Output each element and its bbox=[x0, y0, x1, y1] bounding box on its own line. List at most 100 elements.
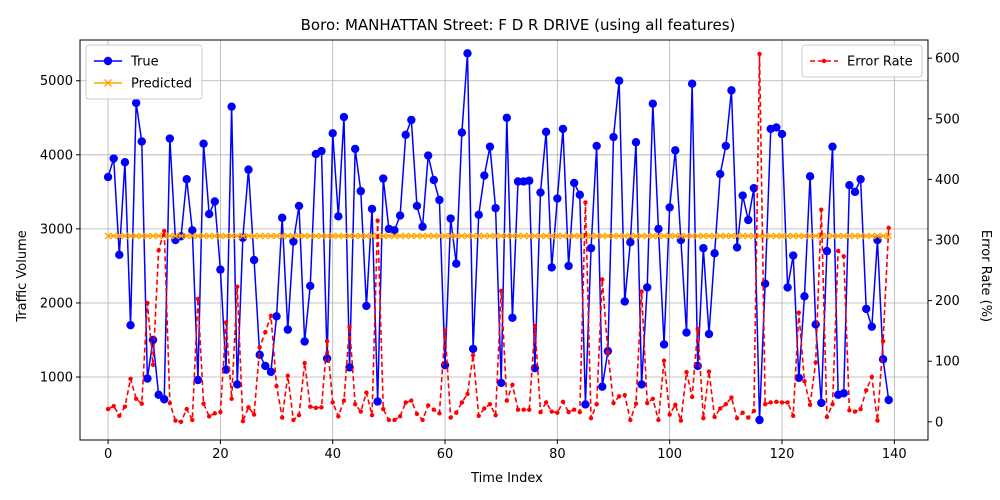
data-point bbox=[138, 232, 146, 240]
data-point bbox=[313, 405, 319, 411]
data-point bbox=[412, 201, 422, 211]
data-point bbox=[727, 232, 735, 240]
data-point bbox=[261, 232, 269, 240]
data-point bbox=[409, 398, 414, 403]
data-point bbox=[858, 406, 863, 412]
data-point bbox=[525, 176, 534, 185]
data-point bbox=[558, 124, 568, 134]
data-point bbox=[840, 232, 848, 240]
data-point bbox=[221, 365, 231, 374]
data-point bbox=[430, 232, 438, 240]
series-predicted bbox=[104, 232, 893, 240]
data-point bbox=[454, 410, 459, 415]
data-point bbox=[744, 215, 753, 225]
legend-marker bbox=[103, 56, 113, 66]
data-point bbox=[228, 232, 236, 240]
data-point bbox=[386, 417, 392, 423]
legend-label: True bbox=[130, 55, 159, 70]
data-point bbox=[261, 361, 270, 371]
data-point bbox=[813, 360, 818, 365]
legend-entry-true: True bbox=[94, 55, 159, 70]
data-point bbox=[762, 402, 768, 407]
data-point bbox=[346, 232, 354, 240]
data-point bbox=[285, 373, 290, 378]
data-point bbox=[805, 172, 815, 181]
data-point bbox=[476, 413, 481, 418]
data-point bbox=[201, 401, 206, 406]
data-point bbox=[448, 415, 453, 420]
x-axis-label: Time Index bbox=[470, 471, 543, 486]
data-point bbox=[869, 374, 875, 380]
data-point bbox=[555, 410, 560, 415]
data-point bbox=[688, 232, 696, 240]
x-tick-label: 100 bbox=[657, 447, 682, 462]
data-point bbox=[564, 261, 573, 271]
data-point bbox=[407, 115, 416, 125]
data-point bbox=[632, 232, 640, 240]
data-point bbox=[824, 414, 830, 420]
data-point bbox=[368, 232, 376, 240]
data-point bbox=[733, 232, 741, 240]
data-point bbox=[778, 232, 786, 240]
data-point bbox=[336, 414, 341, 419]
data-point bbox=[525, 232, 533, 240]
data-point bbox=[875, 418, 880, 423]
data-point bbox=[167, 400, 173, 406]
data-point bbox=[373, 397, 382, 406]
data-point bbox=[464, 232, 471, 240]
data-point bbox=[581, 232, 589, 240]
data-point bbox=[755, 415, 764, 425]
data-point bbox=[666, 232, 674, 240]
data-point bbox=[885, 232, 893, 240]
x-tick-label: 20 bbox=[212, 447, 229, 462]
legend-label: Error Rate bbox=[847, 55, 913, 70]
data-point bbox=[628, 417, 633, 423]
data-point bbox=[263, 329, 268, 335]
data-point bbox=[819, 207, 824, 212]
data-point bbox=[178, 419, 184, 425]
data-point bbox=[497, 232, 505, 240]
data-point bbox=[295, 232, 303, 240]
data-point bbox=[802, 379, 807, 384]
data-point bbox=[420, 417, 425, 423]
data-point bbox=[515, 407, 521, 412]
data-point bbox=[218, 409, 223, 415]
data-point bbox=[783, 283, 792, 292]
data-point bbox=[468, 344, 478, 354]
data-point bbox=[520, 232, 528, 240]
y2-axis-label: Error Rate (%) bbox=[978, 230, 993, 322]
data-point bbox=[729, 395, 734, 400]
data-point bbox=[873, 235, 882, 245]
data-point bbox=[233, 232, 241, 240]
data-point bbox=[251, 412, 257, 417]
data-point bbox=[358, 409, 363, 414]
data-point bbox=[487, 402, 493, 407]
data-point bbox=[795, 232, 803, 240]
data-point bbox=[566, 409, 571, 415]
data-point bbox=[474, 210, 483, 220]
data-point bbox=[469, 232, 477, 240]
data-point bbox=[210, 197, 219, 206]
data-point bbox=[510, 382, 515, 388]
data-point bbox=[126, 320, 135, 330]
data-point bbox=[402, 232, 410, 240]
series-line-error-rate bbox=[107, 53, 890, 424]
data-point bbox=[190, 417, 195, 423]
data-point bbox=[648, 99, 658, 108]
data-point bbox=[199, 139, 208, 148]
y-tick-label: 4000 bbox=[40, 148, 73, 163]
data-point bbox=[588, 415, 594, 421]
data-point bbox=[537, 232, 544, 240]
data-point bbox=[233, 380, 242, 389]
data-point bbox=[414, 411, 420, 417]
legend-left: True Predicted bbox=[85, 44, 203, 100]
data-point bbox=[873, 232, 881, 240]
y-tick-label: 2000 bbox=[40, 296, 73, 311]
data-point bbox=[435, 195, 444, 205]
data-point bbox=[633, 401, 639, 406]
data-point bbox=[706, 369, 712, 374]
data-point bbox=[553, 232, 561, 240]
data-point bbox=[229, 396, 234, 401]
data-point bbox=[352, 402, 358, 407]
data-point bbox=[614, 76, 624, 85]
